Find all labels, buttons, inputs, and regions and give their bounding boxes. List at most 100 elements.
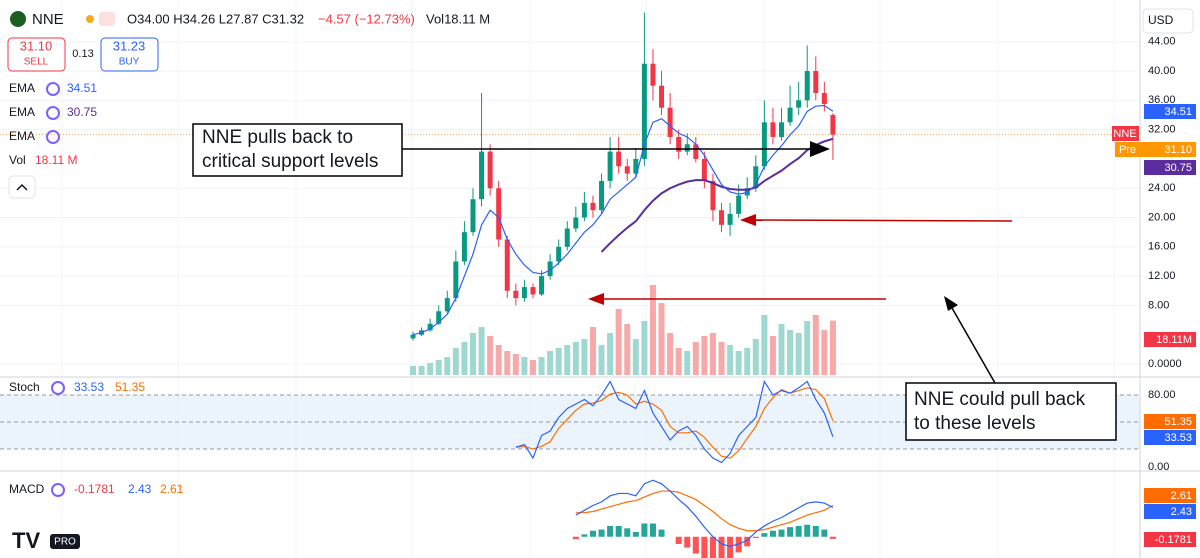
volume-bar [469, 333, 476, 375]
volume-bar [692, 342, 699, 375]
currency[interactable]: USD [1148, 13, 1174, 27]
volume-bar [521, 357, 528, 375]
tag [1144, 160, 1196, 175]
legend-value: 51.35 [115, 380, 145, 394]
candle-body [770, 122, 776, 137]
tag-text: 2.61 [1171, 490, 1192, 502]
tag [1144, 414, 1196, 429]
volume-bar [581, 339, 588, 375]
volume-bar [547, 351, 554, 375]
volume-bar [512, 354, 519, 375]
candle-body [633, 158, 639, 174]
y-tick-label: 16.00 [1148, 241, 1176, 253]
candle-body [427, 323, 433, 331]
candle-body [719, 210, 725, 225]
macd-hist-bar [752, 536, 759, 538]
candle-body [779, 122, 785, 137]
volume-bar [675, 348, 682, 375]
arrow [751, 219, 1013, 222]
candle-body [547, 261, 553, 277]
macd-signal-line [575, 490, 834, 532]
macd-hist-bar [692, 536, 699, 554]
volume-bar [752, 339, 759, 375]
legend-value: 18.11 M [35, 153, 77, 167]
candle-body [787, 107, 793, 123]
volume-bar [504, 351, 511, 375]
volume-bar [804, 321, 811, 375]
volume-bar [684, 351, 691, 375]
macd-hist-bar [649, 523, 656, 537]
volume-bar [658, 303, 665, 375]
macd-hist-bar [684, 536, 691, 548]
settings-icon[interactable] [46, 130, 60, 144]
buy-price[interactable]: 31.23 [113, 38, 146, 53]
collapse-button[interactable] [8, 175, 36, 199]
volume-bar [418, 366, 425, 375]
candle-body [641, 63, 647, 159]
volume-bar [718, 342, 725, 375]
ohlc: O34.00 H34.26 L27.87 C31.32 [127, 11, 304, 26]
tag-text: Pre [1119, 144, 1136, 156]
tag [1144, 532, 1196, 547]
volume-bar [495, 345, 502, 375]
macd-hist-bar [572, 536, 579, 540]
annotation-text: NNE pulls back to [202, 127, 353, 148]
tag [1115, 142, 1196, 157]
candle-body [727, 213, 733, 225]
macd-hist-bar [761, 533, 768, 537]
y-tick-label: 24.00 [1148, 182, 1176, 194]
volume-bar [727, 345, 734, 375]
sell-label[interactable]: SELL [24, 57, 49, 68]
session-icon [86, 15, 94, 23]
buy-label[interactable]: BUY [119, 57, 140, 68]
candle-body [599, 180, 605, 211]
settings-icon[interactable] [51, 381, 65, 395]
legend-value: -0.1781 [74, 482, 115, 496]
candle-body [761, 122, 767, 167]
candle-body [530, 287, 536, 295]
brand: PRO [54, 537, 76, 548]
plot [0, 12, 1140, 558]
macd-hist-bar [812, 525, 819, 537]
y-tick-label: 44.00 [1148, 36, 1176, 48]
sell-button[interactable] [7, 37, 66, 72]
candle-body [521, 287, 527, 299]
candle-body [513, 290, 519, 299]
change: −4.57 (−12.73%) [318, 11, 415, 26]
settings-icon[interactable] [46, 82, 60, 96]
legend-name: Stoch [9, 380, 40, 394]
macd-hist-bar [778, 529, 785, 537]
candle-body [684, 144, 690, 152]
symbol[interactable]: NNE [32, 11, 64, 28]
y-tick-label: 8.00 [1148, 299, 1169, 311]
macd-hist-bar [821, 529, 828, 537]
arrow-head [740, 214, 756, 226]
currency-button[interactable] [1142, 8, 1194, 34]
candle-body [461, 232, 467, 262]
tag [1144, 104, 1196, 119]
sell-price[interactable]: 31.10 [20, 38, 53, 53]
settings-icon[interactable] [51, 483, 65, 497]
buy-button[interactable] [100, 37, 159, 72]
candle-body [667, 107, 673, 137]
ema-slow-line [600, 137, 834, 253]
volume-bar [564, 345, 571, 375]
settings-icon[interactable] [46, 106, 60, 120]
volume-bar [427, 363, 434, 375]
tag-text: 33.53 [1164, 432, 1192, 444]
collapse-icon [16, 183, 28, 191]
candle-body [736, 195, 742, 214]
y-tick-label: 40.00 [1148, 65, 1176, 77]
volume-bar [735, 351, 742, 375]
annotations: NNE pulls back to critical support level… [192, 123, 1117, 441]
candle-body [539, 276, 545, 295]
macd-hist-bar [589, 530, 596, 537]
delay-icon [99, 12, 115, 26]
candle-body [830, 114, 836, 135]
macd-hist-bar [624, 528, 631, 537]
macd-hist-bar [709, 536, 716, 558]
tag [1144, 488, 1196, 503]
volume-bar [435, 360, 442, 375]
volume-bar [744, 348, 751, 375]
